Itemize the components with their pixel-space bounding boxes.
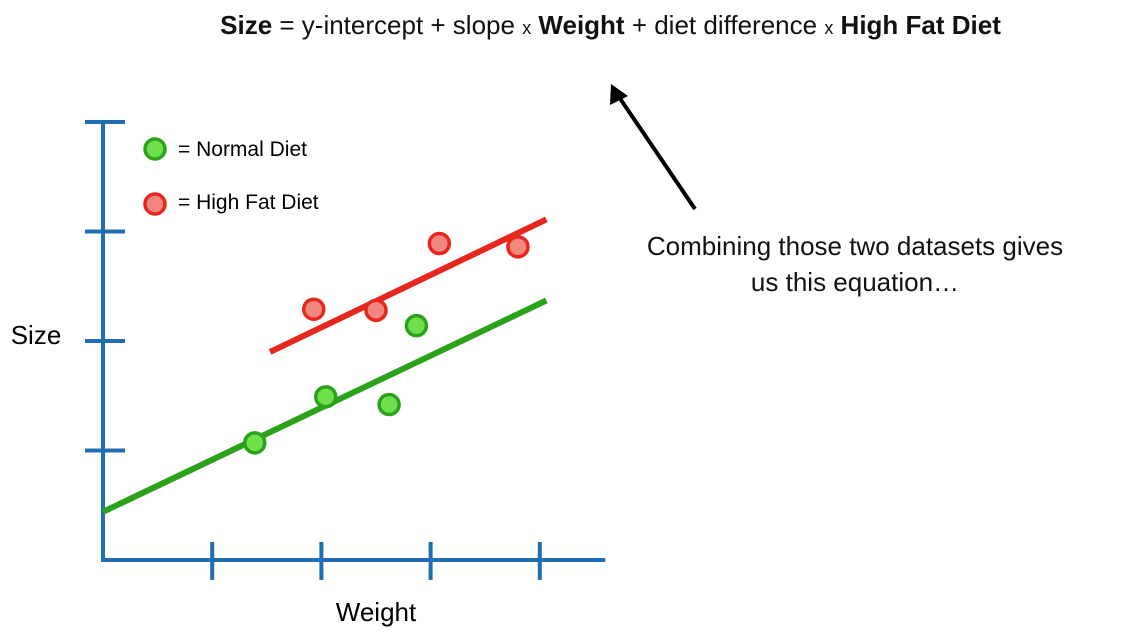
data-point-normal-diet: [243, 431, 267, 455]
data-point-normal-diet: [404, 313, 429, 338]
times-symbol: x: [824, 18, 834, 38]
equation: Size = y-intercept + slope x Weight + di…: [0, 10, 1137, 41]
annotation-line-2: us this equation…: [750, 267, 960, 297]
data-point-normal-diet: [314, 385, 338, 409]
y-axis-label: Size: [11, 320, 62, 350]
data-point-normal-diet: [377, 392, 401, 417]
equation-text: = y-intercept + slope: [272, 10, 523, 40]
data-points: [243, 231, 530, 455]
legend: = Normal Diet = High Fat Diet: [143, 137, 319, 216]
axes: [85, 120, 606, 580]
fit-lines: [101, 216, 548, 515]
equation-high-fat-diet: High Fat Diet: [833, 10, 1001, 40]
legend-label-high-fat-diet: = High Fat Diet: [178, 191, 319, 214]
fit-line-high-fat-diet: [268, 216, 548, 355]
data-point-high-fat-diet: [302, 297, 326, 321]
legend-marker-normal-diet: [143, 137, 167, 161]
equation-text: + diet difference: [624, 10, 825, 40]
data-point-high-fat-diet: [364, 298, 388, 323]
legend-marker-high-fat-diet: [143, 192, 167, 216]
data-point-high-fat-diet: [427, 231, 452, 256]
arrow-icon: [615, 92, 697, 211]
arrow-head-icon: [610, 84, 628, 105]
times-symbol: x: [522, 18, 532, 38]
equation-size: Size: [220, 10, 273, 40]
data-point-high-fat-diet: [506, 235, 530, 259]
annotation: Combining those two datasets gives us th…: [590, 228, 1120, 300]
annotation-line-1: Combining those two datasets gives: [646, 231, 1064, 261]
equation-weight: Weight: [531, 10, 625, 40]
legend-label-normal-diet: = Normal Diet: [178, 138, 307, 161]
x-axis-label: Weight: [336, 597, 417, 627]
